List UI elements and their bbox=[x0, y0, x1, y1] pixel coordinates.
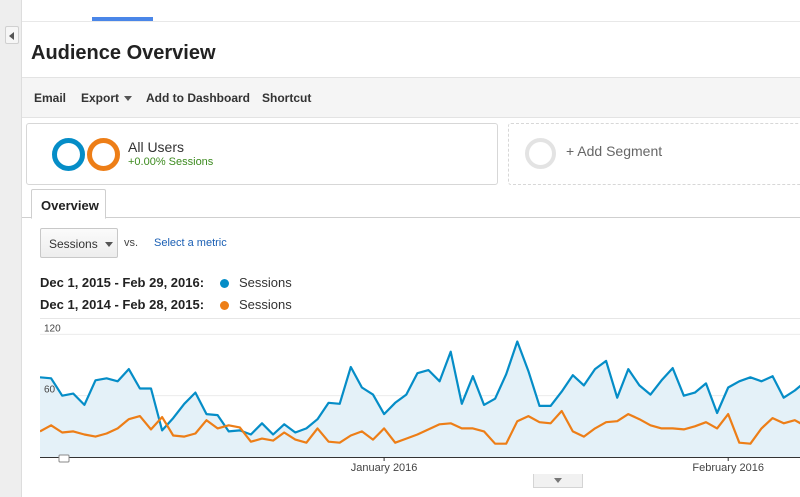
page-title: Audience Overview bbox=[31, 42, 216, 64]
chart-svg: 120 60 January 2016 February 2016 bbox=[40, 318, 800, 474]
x-tick-label: February 2016 bbox=[692, 462, 764, 474]
legend-dot-icon bbox=[220, 301, 229, 310]
legend-series-name: Sessions bbox=[239, 275, 292, 290]
top-tab-strip bbox=[22, 0, 800, 22]
vs-label: vs. bbox=[124, 237, 139, 249]
scroll-down-tab-icon[interactable] bbox=[533, 474, 583, 488]
tab-overview[interactable]: Overview bbox=[31, 189, 106, 219]
legend-date-range: Dec 1, 2014 - Feb 28, 2015: bbox=[40, 297, 205, 312]
empty-segment-donut-icon bbox=[525, 138, 556, 169]
annotation-marker-icon bbox=[58, 454, 70, 463]
current-period-donut-icon bbox=[52, 138, 85, 171]
add-to-dashboard-button[interactable]: Add to Dashboard bbox=[146, 91, 250, 105]
legend-date-range: Dec 1, 2015 - Feb 29, 2016: bbox=[40, 275, 205, 290]
segment-card-all-users[interactable]: All Users +0.00% Sessions bbox=[26, 123, 498, 185]
legend-previous-period: Dec 1, 2014 - Feb 28, 2015: Sessions bbox=[40, 297, 292, 312]
collapse-sidebar-icon[interactable] bbox=[5, 26, 19, 44]
y-tick-label: 60 bbox=[44, 385, 56, 396]
segment-name: All Users bbox=[128, 139, 185, 155]
shortcut-button[interactable]: Shortcut bbox=[262, 91, 312, 105]
export-label: Export bbox=[81, 91, 120, 105]
export-button[interactable]: Export bbox=[81, 91, 133, 105]
metric-dropdown[interactable]: Sessions bbox=[40, 228, 118, 258]
x-tick-label: January 2016 bbox=[351, 462, 418, 474]
tabs-divider bbox=[22, 217, 800, 218]
active-tab-indicator bbox=[92, 17, 153, 21]
left-gutter bbox=[0, 0, 22, 497]
segment-sessions-change: +0.00% Sessions bbox=[128, 156, 214, 168]
select-metric-link[interactable]: Select a metric bbox=[154, 237, 227, 249]
y-tick-label: 120 bbox=[44, 323, 61, 334]
series-line-1 bbox=[40, 409, 800, 445]
metric-dropdown-value: Sessions bbox=[49, 237, 98, 251]
report-toolbar: Email Export Add to Dashboard Shortcut bbox=[22, 77, 800, 118]
legend-series-name: Sessions bbox=[239, 297, 292, 312]
add-segment-button[interactable]: + Add Segment bbox=[508, 123, 800, 185]
email-button[interactable]: Email bbox=[34, 91, 67, 105]
series-area-0 bbox=[40, 341, 800, 457]
previous-period-donut-icon bbox=[87, 138, 120, 171]
legend-dot-icon bbox=[220, 279, 229, 288]
legend-current-period: Dec 1, 2015 - Feb 29, 2016: Sessions bbox=[40, 275, 292, 290]
chevron-down-icon bbox=[105, 242, 113, 247]
chevron-down-icon bbox=[124, 96, 133, 102]
add-segment-label: + Add Segment bbox=[566, 143, 663, 159]
sessions-line-chart: 120 60 January 2016 February 2016 bbox=[40, 318, 800, 480]
